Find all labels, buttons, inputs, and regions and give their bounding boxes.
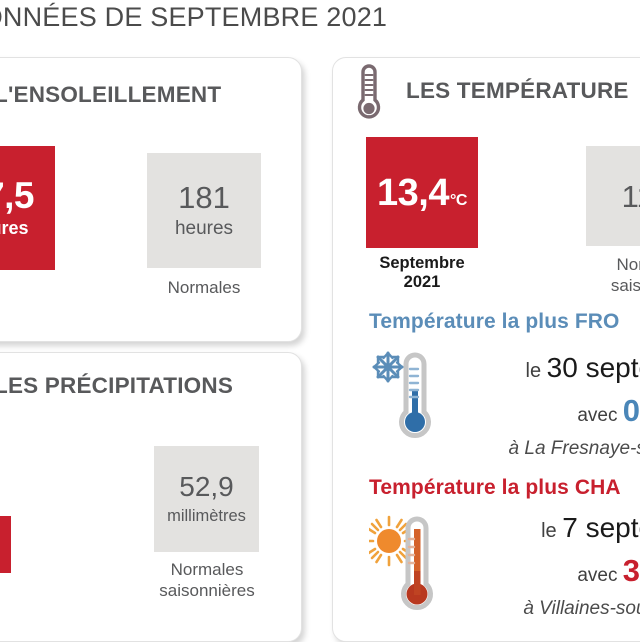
coldest-date-prefix: le (525, 360, 542, 382)
sunshine-title: L'ENSOLEILLEMENT (0, 82, 222, 107)
coldest-value: 0,3 (622, 393, 640, 428)
sunshine-measured-box: 07,5 heures (0, 146, 55, 270)
hottest-avec-label: avec (577, 565, 618, 586)
sunshine-measured-value: 07,5 (0, 175, 35, 217)
hottest-value: 33,1 (622, 553, 640, 588)
precipitation-title: LES PRÉCIPITATIONS (0, 373, 234, 398)
temperature-measured-value: 13,4 (377, 171, 449, 214)
temperature-normal-caption: Norma saisonni (576, 254, 640, 297)
thermometer-icon (355, 63, 383, 130)
hottest-value-line: avec 33,1° (393, 549, 640, 594)
hottest-date-prefix: le (541, 520, 557, 542)
sunshine-card: L'ENSOLEILLEMENT 07,5 heures tembre 021 … (0, 57, 302, 342)
temperatures-title: LES TEMPÉRATURE (406, 78, 629, 103)
hottest-place: à Villaines-sous-Mal (523, 597, 640, 619)
temperature-measured-caption-line1: Septembre (379, 254, 465, 272)
precipitation-normal-caption: Normales saisonnières (139, 559, 275, 602)
coldest-heading: Température la plus FRO (369, 310, 620, 333)
coldest-date: 30 septemb (546, 352, 640, 383)
temperature-normal-caption-line1: Norma (616, 255, 640, 274)
coldest-details: le 30 septemb avec 0,3°c à La Fresnaye-s… (393, 350, 640, 462)
temperatures-card: LES TEMPÉRATURE 13,4°C Septembre 2021 11… (332, 57, 640, 642)
hottest-details: le 7 septemb avec 33,1° à Villaines-sous… (393, 510, 640, 622)
precipitation-normal-caption-line2: saisonnières (159, 581, 255, 601)
sun-thermometer-icon (363, 501, 439, 630)
coldest-value-line: avec 0,3°c (393, 389, 640, 434)
temperature-measured-caption-line2: 2021 (403, 273, 441, 292)
temperature-normal-value: 11, (621, 178, 640, 214)
precipitation-normal-unit: millimètres (167, 506, 246, 525)
temperature-measured-value-wrap: 13,4 °C (377, 174, 467, 212)
precipitation-normal-box: 52,9 millimètres (154, 446, 259, 552)
hottest-date-line: le 7 septemb (393, 510, 640, 545)
snowflake-thermometer-icon (371, 341, 437, 458)
temperature-measured-box: 13,4 °C (366, 137, 478, 248)
sunshine-normal-value: 181 (178, 179, 230, 215)
sunshine-normal-unit: heures (174, 217, 234, 239)
temperature-measured-degree: °C (450, 191, 467, 209)
precipitation-card: LES PRÉCIPITATIONS 2,7 mètres embre 021 … (0, 352, 302, 642)
sunshine-normal-caption: Normales (167, 278, 241, 297)
sunshine-normal-box: 181 heures (147, 153, 261, 268)
precipitation-measured-bar (0, 516, 11, 573)
precipitation-normal-caption-line1: Normales (170, 560, 244, 579)
temperature-measured-caption: Septembre 2021 (366, 254, 478, 293)
coldest-date-line: le 30 septemb (393, 350, 640, 385)
precipitation-normal-value: 52,9 (179, 470, 234, 502)
temperature-normal-box: 11, (586, 146, 640, 246)
hottest-date: 7 septemb (562, 512, 640, 543)
page-title: DONNÉES DE SEPTEMBRE 2021 (0, 2, 388, 32)
coldest-place: à La Fresnaye-sur-Ch (508, 437, 640, 459)
hottest-heading: Température la plus CHA (369, 476, 621, 499)
sunshine-measured-unit: heures (0, 218, 29, 239)
coldest-avec-label: avec (577, 405, 618, 426)
temperature-normal-caption-line2: saisonni (610, 276, 640, 296)
